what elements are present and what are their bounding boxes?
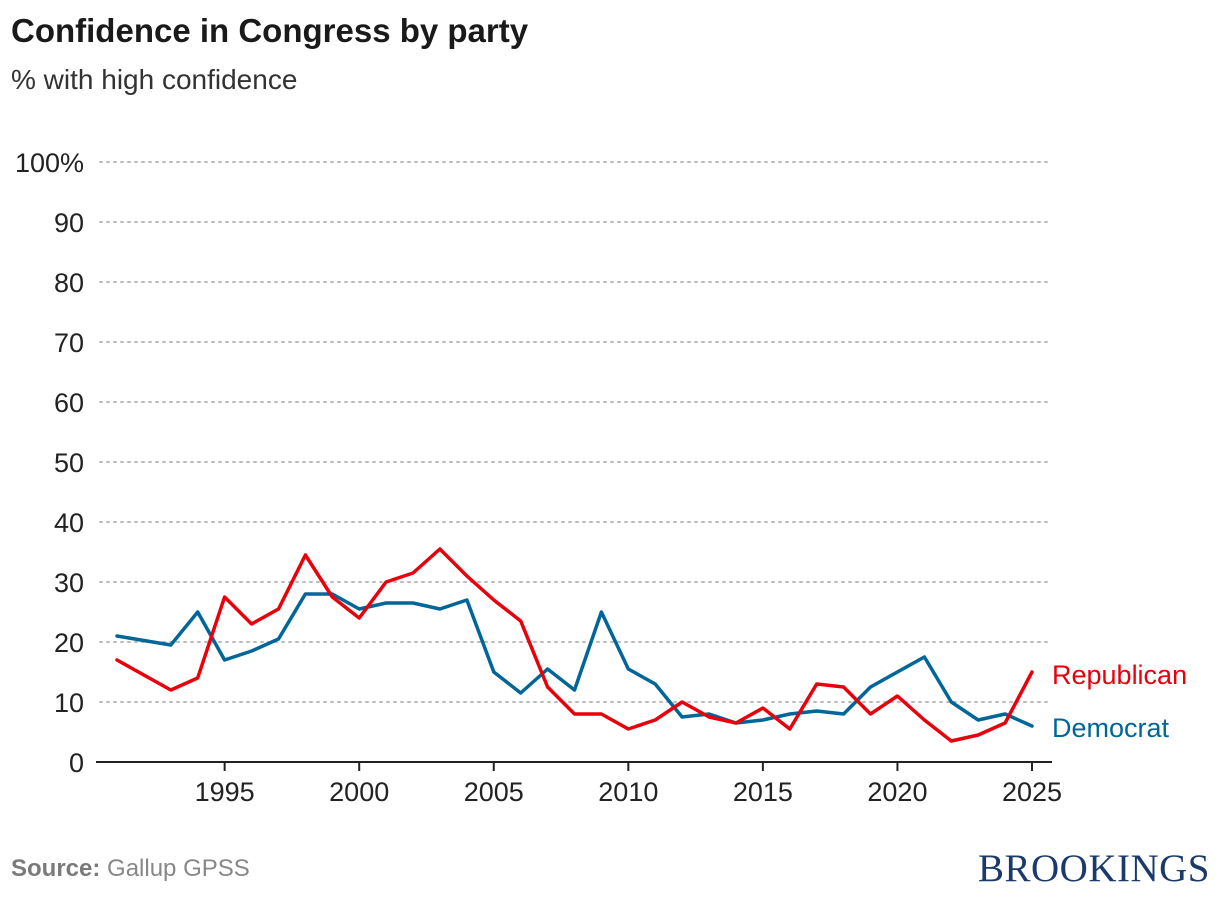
series-lines: [115, 547, 1034, 743]
series-label-republican: Republican: [1052, 660, 1187, 690]
source-note: Source: Gallup GPSS: [11, 855, 250, 883]
y-tick-label: 70: [54, 328, 84, 358]
chart-subtitle: % with high confidence: [11, 64, 298, 95]
series-line-democrat: [115, 592, 1034, 728]
x-tick-label: 2020: [867, 777, 927, 807]
series-line-republican: [115, 547, 1034, 743]
chart-title: Confidence in Congress by party: [11, 12, 529, 49]
x-tick-label: 2000: [329, 777, 389, 807]
x-tick-label: 2025: [1002, 777, 1062, 807]
y-axis-ticks: 0 10 20 30 40 50 60 70 80 90 100%: [15, 148, 84, 778]
y-tick-label: 40: [54, 508, 84, 538]
x-tick-label: 1995: [195, 777, 255, 807]
y-tick-label: 20: [54, 628, 84, 658]
x-tick-label: 2010: [598, 777, 658, 807]
x-axis-ticks: 1995 2000 2005 2010 2015 2020 2025: [195, 762, 1062, 807]
line-chart: 0 10 20 30 40 50 60 70 80 90 100% 1995 2000 2005 2010…: [15, 148, 1187, 807]
series-label-democrat: Democrat: [1052, 713, 1170, 743]
x-tick-label: 2005: [464, 777, 524, 807]
y-tick-label: 100%: [15, 148, 84, 178]
y-tick-label: 30: [54, 568, 84, 598]
source-label: Source:: [11, 855, 101, 882]
source-text: Gallup GPSS: [107, 855, 250, 882]
y-tick-label: 50: [54, 448, 84, 478]
y-tick-label: 0: [69, 748, 84, 778]
brookings-logo: BROOKINGS: [977, 847, 1210, 890]
y-tick-label: 60: [54, 388, 84, 418]
y-tick-label: 90: [54, 208, 84, 238]
y-tick-label: 10: [54, 688, 84, 718]
gridlines: [99, 161, 1049, 703]
series-labels: Republican Democrat: [1052, 660, 1187, 743]
x-tick-label: 2015: [733, 777, 793, 807]
y-tick-label: 80: [54, 268, 84, 298]
